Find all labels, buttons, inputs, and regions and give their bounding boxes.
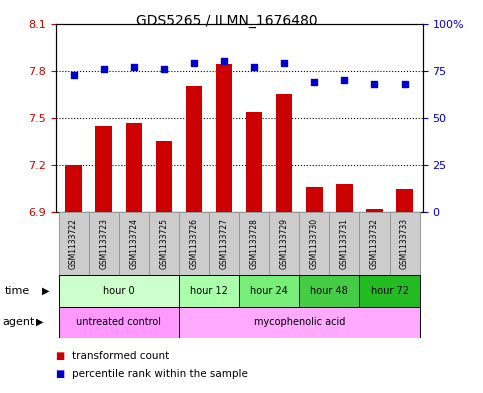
Bar [359,275,420,307]
Bar [58,307,179,338]
Bar [119,212,149,275]
Text: GSM1133727: GSM1133727 [220,218,228,269]
Bar [58,212,89,275]
Point [250,64,258,70]
Bar [389,212,420,275]
Text: GDS5265 / ILMN_1676480: GDS5265 / ILMN_1676480 [136,14,318,28]
Text: hour 0: hour 0 [103,286,135,296]
Text: ▶: ▶ [42,286,50,296]
Text: transformed count: transformed count [72,351,170,361]
Text: GSM1133732: GSM1133732 [370,218,379,269]
Bar [306,187,323,212]
Bar [239,275,299,307]
Bar [246,112,262,212]
Text: GSM1133724: GSM1133724 [129,218,138,269]
Bar [396,189,413,212]
Bar [359,212,389,275]
Text: ■: ■ [56,369,65,379]
Bar [179,307,420,338]
Text: GSM1133729: GSM1133729 [280,218,289,269]
Point [70,72,77,78]
Text: mycophenolic acid: mycophenolic acid [254,317,345,327]
Text: GSM1133722: GSM1133722 [69,218,78,269]
Bar [179,212,209,275]
Text: untreated control: untreated control [76,317,161,327]
Bar [299,275,359,307]
Text: GSM1133723: GSM1133723 [99,218,108,269]
Point [160,66,168,72]
Bar [179,275,239,307]
Bar [156,141,172,212]
Bar [299,212,329,275]
Bar [185,86,202,212]
Bar [149,212,179,275]
Point [341,77,348,83]
Point [220,58,228,64]
Text: GSM1133728: GSM1133728 [250,218,258,269]
Bar [96,126,112,212]
Bar [366,209,383,212]
Point [370,81,378,87]
Text: hour 72: hour 72 [370,286,409,296]
Text: time: time [5,286,30,296]
Text: ▶: ▶ [36,317,44,327]
Text: percentile rank within the sample: percentile rank within the sample [72,369,248,379]
Point [130,64,138,70]
Bar [269,212,299,275]
Text: GSM1133730: GSM1133730 [310,218,319,269]
Text: GSM1133733: GSM1133733 [400,218,409,269]
Text: hour 24: hour 24 [250,286,288,296]
Text: hour 48: hour 48 [311,286,348,296]
Point [190,60,198,66]
Text: GSM1133726: GSM1133726 [189,218,199,269]
Bar [336,184,353,212]
Text: GSM1133731: GSM1133731 [340,218,349,269]
Point [311,79,318,85]
Bar [216,64,232,212]
Bar [58,275,179,307]
Bar [126,123,142,212]
Point [280,60,288,66]
Bar [65,165,82,212]
Text: hour 12: hour 12 [190,286,228,296]
Text: GSM1133725: GSM1133725 [159,218,169,269]
Bar [276,94,293,212]
Bar [239,212,269,275]
Bar [329,212,359,275]
Bar [209,212,239,275]
Point [401,81,409,87]
Point [100,66,108,72]
Text: agent: agent [2,317,35,327]
Text: ■: ■ [56,351,65,361]
Bar [89,212,119,275]
